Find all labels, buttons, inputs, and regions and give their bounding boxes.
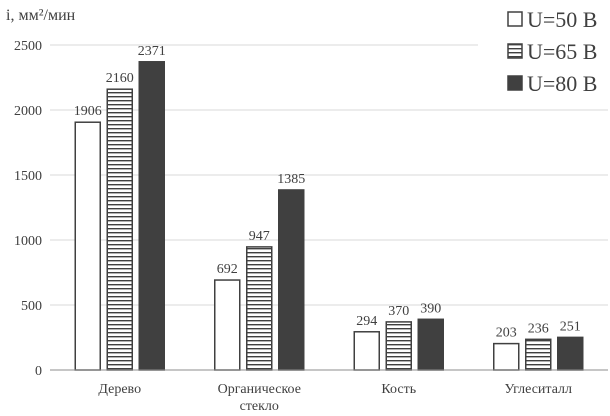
- bar: [106, 88, 133, 371]
- legend-swatch: [507, 11, 523, 27]
- data-label: 2371: [138, 44, 166, 59]
- y-axis-title-group: i, мм²/мин: [6, 7, 76, 24]
- legend-label: U=50 В: [527, 7, 597, 32]
- bar: [493, 342, 520, 371]
- data-label: 1906: [74, 104, 102, 119]
- y-tick-label: 2500: [14, 39, 42, 54]
- category-label: Органическое: [218, 382, 301, 397]
- data-label: 236: [528, 321, 549, 336]
- legend-swatch: [507, 43, 523, 59]
- y-tick-labels: 0 500 1000 1500 2000 2500: [14, 39, 42, 379]
- bar: [557, 336, 584, 371]
- legend-swatch: [507, 75, 523, 91]
- legend-label: U=65 В: [527, 39, 597, 64]
- legend: U=50 В U=65 В U=80 В: [478, 5, 608, 107]
- data-label: 1385: [277, 172, 305, 187]
- y-tick-label: 1000: [14, 234, 42, 249]
- data-label: 2160: [106, 71, 134, 86]
- data-label: 370: [388, 304, 409, 319]
- data-label: 251: [560, 319, 581, 334]
- y-tick-label: 0: [35, 364, 42, 379]
- bars: [74, 61, 584, 371]
- legend-label: U=80 В: [527, 71, 597, 96]
- data-label: 692: [217, 262, 238, 277]
- bar: [385, 321, 412, 371]
- category-label: Углеситалл: [504, 382, 572, 397]
- category-label: Дерево: [98, 382, 141, 397]
- bar: [74, 121, 101, 371]
- y-tick-label: 500: [21, 299, 42, 314]
- data-label: 203: [496, 326, 517, 341]
- bar: [278, 189, 305, 371]
- category-labels: Дерево Органическое стекло Кость Углеситалл: [98, 382, 572, 414]
- y-tick-label: 1500: [14, 169, 42, 184]
- data-labels: 1906 2160 2371 692 947 1385 294 370 390 203 236 251: [74, 44, 581, 341]
- data-label: 294: [356, 314, 377, 329]
- bar: [138, 61, 165, 371]
- bar: [246, 246, 273, 371]
- y-axis-title: i, мм²/мин: [6, 7, 76, 24]
- bar: [353, 331, 380, 371]
- category-label: стекло: [240, 399, 279, 414]
- bar: [417, 318, 444, 371]
- bar: [525, 338, 552, 371]
- data-label: 390: [420, 301, 441, 316]
- y-tick-label: 2000: [14, 104, 42, 119]
- legend-background: [478, 5, 608, 107]
- category-label: Кость: [381, 382, 416, 397]
- data-label: 947: [249, 229, 270, 244]
- bar: [214, 279, 241, 371]
